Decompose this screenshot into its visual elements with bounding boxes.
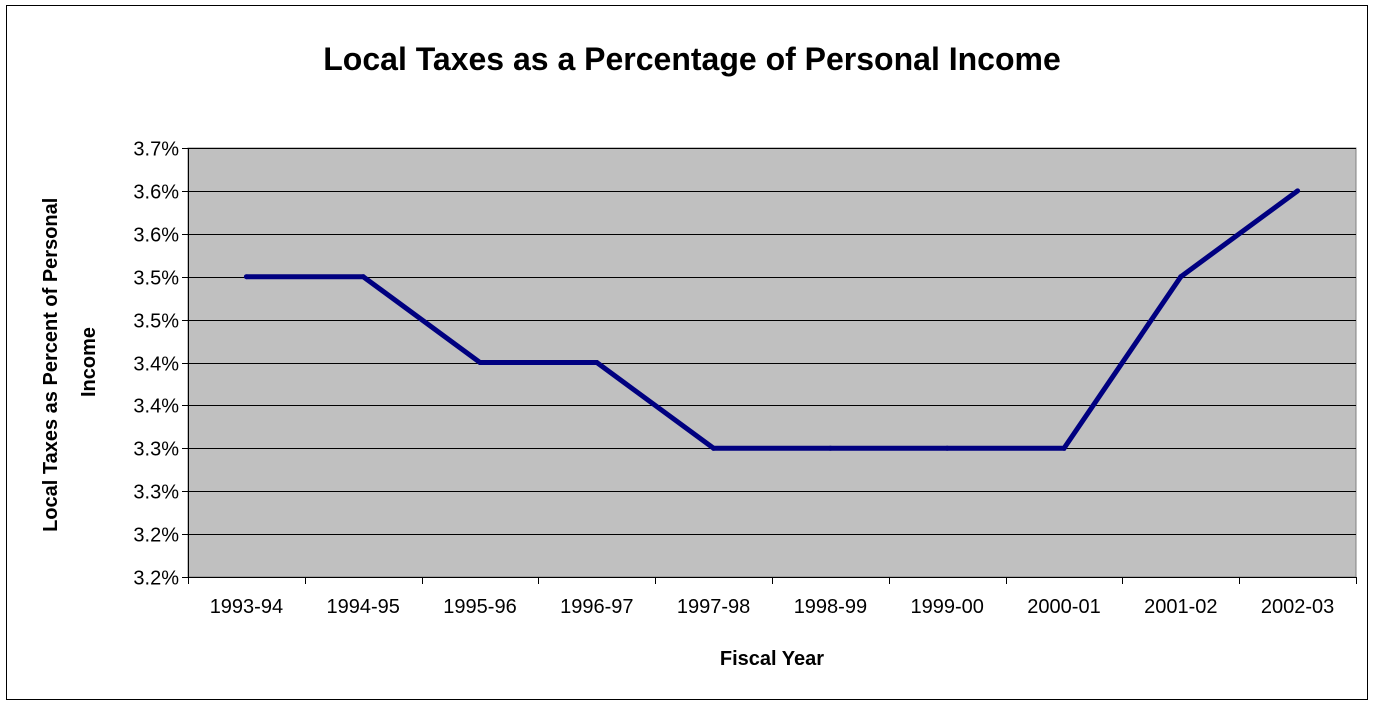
x-tick-label: 1995-96 bbox=[443, 596, 516, 618]
data-point bbox=[827, 445, 833, 451]
data-point bbox=[477, 360, 483, 365]
plot-area bbox=[187, 147, 1357, 578]
axes bbox=[182, 148, 1357, 584]
y-tick-label: 3.2% bbox=[133, 525, 179, 547]
data-point bbox=[1178, 274, 1184, 280]
data-point bbox=[1295, 188, 1301, 194]
gridlines bbox=[188, 148, 1356, 535]
chart-title: Local Taxes as a Percentage of Personal … bbox=[323, 41, 1061, 77]
y-tick-label: 3.6% bbox=[133, 225, 179, 247]
y-tick-label: 3.4% bbox=[133, 396, 179, 418]
y-tick-label: 3.3% bbox=[133, 439, 179, 461]
data-point bbox=[243, 274, 249, 280]
y-tick-label: 3.2% bbox=[133, 568, 179, 590]
x-tick-label: 1999-00 bbox=[910, 596, 983, 618]
x-tick-label: 1993-94 bbox=[210, 596, 283, 618]
y-axis-title-line-2: Income bbox=[78, 327, 100, 397]
x-tick-label: 1996-97 bbox=[560, 596, 633, 618]
series-group bbox=[243, 188, 1301, 451]
data-point bbox=[944, 445, 950, 451]
x-tick-label: 2002-03 bbox=[1261, 596, 1334, 618]
x-tick-label: 1994-95 bbox=[326, 596, 399, 618]
x-tick-label: 2001-02 bbox=[1144, 596, 1217, 618]
y-tick-label: 3.6% bbox=[133, 182, 179, 204]
x-axis-title: Fiscal Year bbox=[720, 648, 824, 670]
x-axis-tick-labels: 1993-94 1994-95 1995-96 1996-97 1997-98 1998-… bbox=[210, 596, 1335, 618]
x-tick-label: 1998-99 bbox=[794, 596, 867, 618]
data-point bbox=[1061, 445, 1067, 451]
y-tick-label: 3.4% bbox=[133, 354, 179, 376]
y-axis-title-line-1: Local Taxes as Percent of Personal bbox=[40, 198, 62, 532]
data-point bbox=[711, 445, 717, 451]
series-line bbox=[246, 188, 1300, 451]
y-tick-label: 3.3% bbox=[133, 482, 179, 504]
y-axis-title: Local Taxes as Percent of Personal Incom… bbox=[40, 192, 100, 532]
data-point bbox=[594, 360, 600, 365]
x-tick-label: 2000-01 bbox=[1027, 596, 1100, 618]
y-tick-label: 3.5% bbox=[133, 268, 179, 290]
y-tick-label: 3.5% bbox=[133, 311, 179, 333]
x-tick-label: 1997-98 bbox=[677, 596, 750, 618]
y-tick-label: 3.7% bbox=[133, 139, 179, 161]
y-axis-tick-labels: 3.2% 3.2% 3.3% 3.3% 3.4% 3.4% 3.5% 3.5% 3.6% 3.6%… bbox=[133, 139, 179, 590]
data-point bbox=[360, 274, 366, 280]
